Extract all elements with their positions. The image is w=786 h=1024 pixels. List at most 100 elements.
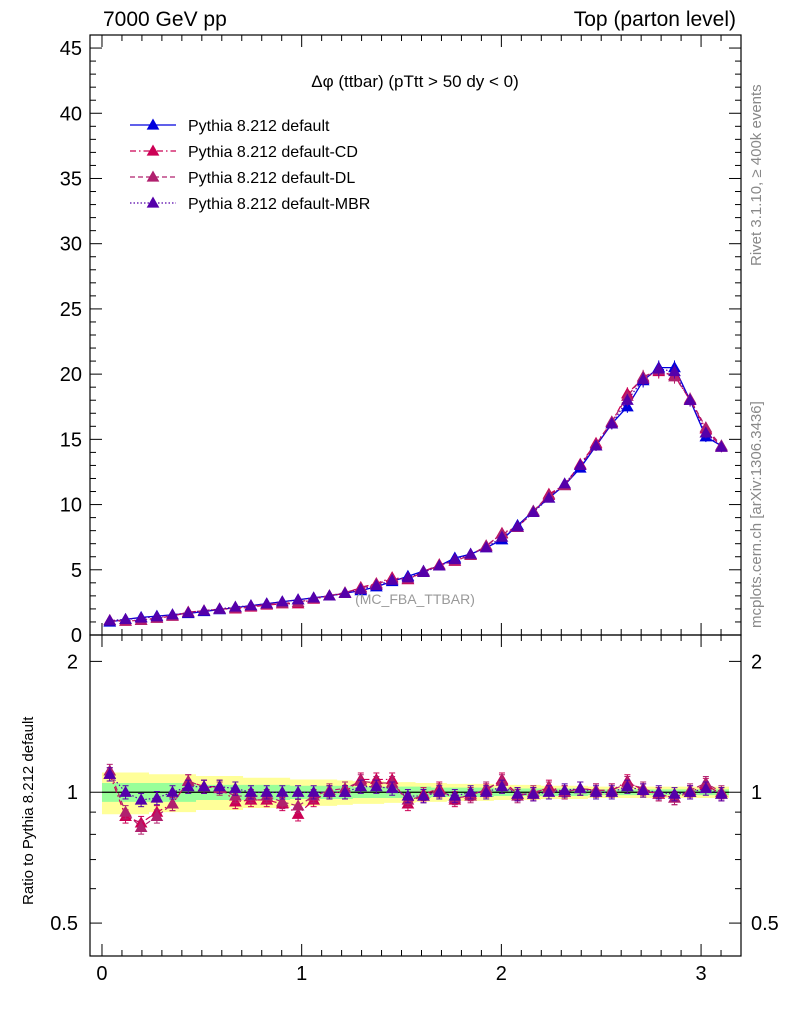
ratio-data-point [229, 781, 242, 794]
main-data-point [417, 565, 430, 578]
ratio-data-point [150, 791, 164, 803]
main-data-point [668, 365, 681, 377]
ratio-panel-frame [89, 634, 742, 957]
ratio-data-point [448, 789, 462, 801]
ratio-y-tick-label: 2 [67, 651, 78, 673]
header-left-label: 7000 GeV pp [103, 8, 227, 31]
main-series-lines [109, 366, 722, 623]
main-data-point [464, 547, 477, 559]
main-y-tick-label: 45 [60, 38, 82, 60]
legend-marker-1 [146, 118, 160, 130]
ratio-data-point [197, 780, 211, 792]
main-data-point [542, 491, 556, 503]
main-data-point [197, 604, 211, 616]
ratio-series-line-2 [109, 770, 722, 829]
ratio-data-point [103, 767, 117, 779]
main-data-point [573, 458, 587, 471]
main-data-point [260, 597, 274, 609]
header-right-label: Top (parton level) [573, 8, 736, 31]
main-data-point [683, 393, 697, 405]
ratio-y-tick-label: 0.5 [50, 913, 78, 935]
ratio-series-markers [103, 763, 728, 835]
main-data-point [589, 439, 603, 451]
ratio-data-point [558, 783, 572, 795]
x-tick-label: 2 [496, 963, 507, 985]
main-data-point [621, 393, 634, 405]
ratio-data-point [432, 785, 446, 797]
ratio-data-point [354, 780, 368, 792]
ratio-data-point [401, 789, 415, 801]
ratio-data-point [244, 785, 258, 797]
ratio-data-point [573, 781, 587, 794]
ratio-data-point [213, 780, 226, 792]
main-data-point [511, 520, 524, 532]
ratio-data-point [668, 787, 681, 799]
main-data-point [369, 578, 383, 591]
ratio-data-point [683, 785, 697, 797]
main-y-tick-label: 0 [71, 625, 82, 647]
ratio-data-point [542, 785, 556, 797]
ratio-data-point [291, 799, 305, 811]
ratio-data-point [589, 785, 603, 797]
main-data-point [495, 530, 509, 542]
main-data-point [275, 595, 289, 607]
main-data-point [291, 593, 305, 605]
main-data-point [401, 571, 415, 583]
ratio-y-tick-label: 1 [67, 782, 78, 804]
main-data-point [307, 591, 321, 603]
main-data-point [213, 602, 226, 614]
ratio-data-point [417, 789, 430, 801]
legend-label-4: Pythia 8.212 default-MBR [188, 196, 370, 213]
main-data-point [699, 426, 713, 438]
ratio-data-point [715, 787, 728, 799]
legend-label-3: Pythia 8.212 default-DL [188, 170, 355, 187]
legend: Pythia 8.212 default Pythia 8.212 default… [130, 118, 370, 213]
main-data-point [432, 559, 446, 571]
ratio-data-point [338, 785, 352, 797]
ratio-data-point [119, 785, 132, 797]
legend-label-2: Pythia 8.212 default-CD [188, 144, 358, 161]
ratio-series-line-1 [109, 774, 722, 824]
chart-title: Δφ (ttbar) (pTtt > 50 dy < 0) [311, 72, 519, 91]
main-data-point [103, 614, 117, 626]
main-data-point [338, 586, 352, 598]
ratio-data-point [291, 785, 305, 797]
main-data-point [605, 417, 619, 429]
main-y-tick-label: 10 [60, 495, 82, 517]
ratio-data-point [291, 807, 305, 819]
main-data-point [323, 589, 336, 601]
legend-label-1: Pythia 8.212 default [188, 118, 330, 135]
main-y-tick-label: 30 [60, 234, 82, 256]
main-y-tick-label: 20 [60, 364, 82, 386]
ratio-data-point [621, 780, 634, 792]
ratio-data-point [181, 780, 195, 792]
main-y-tick-label: 35 [60, 168, 82, 190]
main-y-tick-label: 15 [60, 429, 82, 451]
ratio-data-point [150, 809, 164, 821]
axis-ticks: 0 5 10 15 20 25 30 35 40 45 0 1 2 3 0.5 0.5 1 1 2 2 [50, 34, 779, 985]
main-series-line-2 [109, 370, 722, 622]
x-tick-label: 3 [695, 963, 706, 985]
ratio-data-point [385, 781, 399, 794]
main-series-markers [103, 360, 728, 627]
ratio-data-point [495, 780, 509, 792]
legend-marker-4 [146, 196, 160, 208]
legend-marker-3 [146, 170, 160, 182]
ratio-data-point [166, 797, 179, 809]
main-data-point [244, 599, 258, 611]
ratio-data-point [307, 785, 321, 797]
ratio-y-tick-label-right: 1 [751, 782, 762, 804]
ratio-data-point [134, 820, 148, 833]
ratio-data-point [119, 805, 132, 817]
main-data-point [448, 552, 462, 564]
main-data-point [385, 573, 399, 585]
ratio-y-tick-label-right: 0.5 [751, 913, 779, 935]
main-data-point [119, 612, 132, 624]
ratio-data-point [323, 785, 336, 797]
main-data-point [558, 477, 572, 489]
main-data-point [229, 600, 242, 612]
main-data-point [354, 582, 368, 594]
ratio-data-point [166, 785, 179, 797]
ratio-data-point [699, 781, 713, 794]
